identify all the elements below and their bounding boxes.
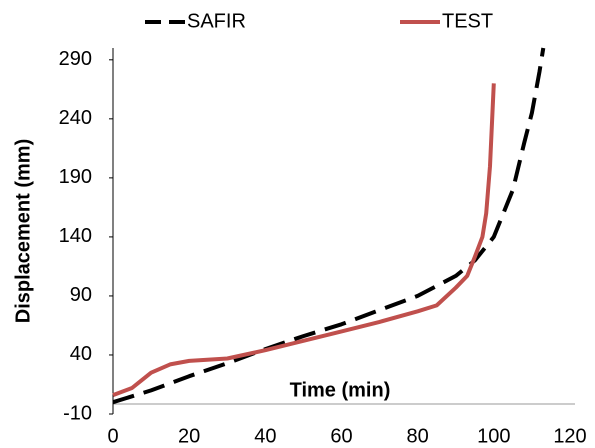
y-tick-label: 290 [59, 48, 92, 70]
y-tick-label: 190 [59, 166, 92, 188]
x-tick-label: 20 [178, 425, 200, 447]
y-tick-label: 90 [70, 284, 92, 306]
legend-label: TEST [442, 10, 493, 32]
y-tick-label: 140 [59, 225, 92, 247]
x-tick-label: 60 [330, 425, 352, 447]
x-tick-label: 80 [407, 425, 429, 447]
x-tick-label: 0 [107, 425, 118, 447]
x-tick-label: 40 [254, 425, 276, 447]
legend-label: SAFIR [187, 10, 246, 32]
series-line [112, 47, 546, 405]
x-axis-title: Time (min) [290, 379, 391, 401]
y-tick-label: 40 [70, 343, 92, 365]
y-axis-title: Displacement (mm) [12, 139, 34, 324]
x-tick-label: 120 [553, 425, 586, 447]
x-tick-label: 100 [477, 425, 510, 447]
series-line [112, 83, 496, 397]
y-tick-label: 240 [59, 107, 92, 129]
y-tick-label: -10 [63, 402, 92, 424]
